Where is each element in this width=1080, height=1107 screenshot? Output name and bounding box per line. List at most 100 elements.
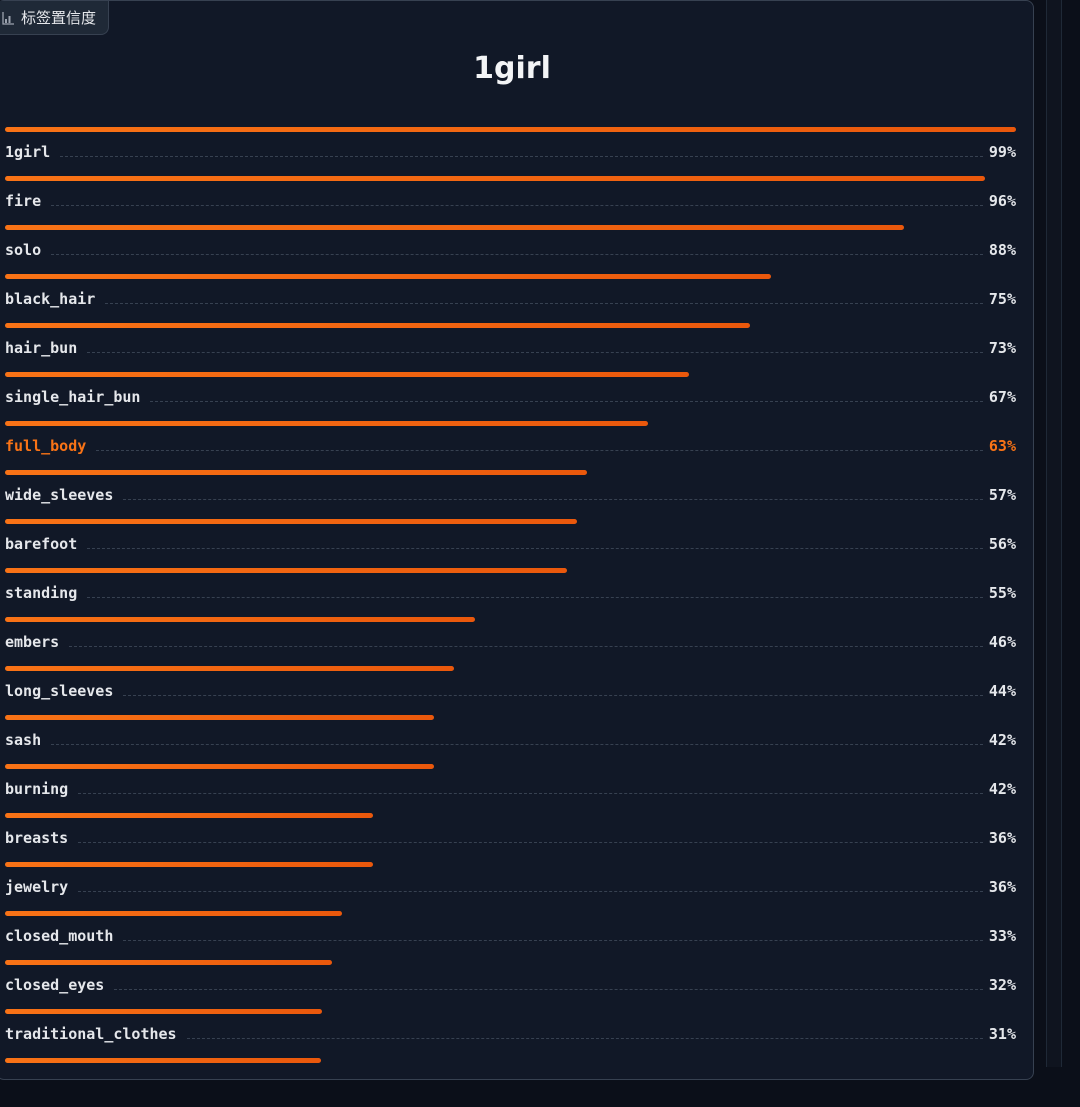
confidence-row[interactable]: long_sleeves 44% (5, 666, 1016, 715)
confidence-bar (5, 323, 750, 328)
confidence-bar (5, 1009, 322, 1014)
confidence-value: 99% (988, 143, 1016, 161)
leader-dots (123, 939, 983, 941)
confidence-value: 56% (988, 535, 1016, 553)
leader-dots (69, 645, 983, 647)
tag-label: solo (5, 241, 42, 259)
confidence-row-line: long_sleeves 44% (5, 680, 1016, 702)
tag-label: burning (5, 780, 69, 798)
confidence-value: 67% (988, 388, 1016, 406)
tag-label: traditional_clothes (5, 1025, 177, 1043)
confidence-row[interactable]: embers 46% (5, 617, 1016, 666)
confidence-row[interactable]: barefoot 56% (5, 519, 1016, 568)
tag-label: long_sleeves (5, 682, 114, 700)
confidence-row[interactable]: wide_sleeves 57% (5, 470, 1016, 519)
leader-dots (51, 743, 983, 745)
leader-dots (51, 204, 983, 206)
confidence-value: 36% (988, 878, 1016, 896)
confidence-row[interactable]: hair_bun 73% (5, 323, 1016, 372)
tag-label: full_body (5, 437, 87, 455)
confidence-value: 42% (988, 780, 1016, 798)
confidence-row[interactable]: single_hair_bun 67% (5, 372, 1016, 421)
confidence-row-line: solo 88% (5, 239, 1016, 261)
tag-label: fire (5, 192, 42, 210)
leader-dots (186, 1037, 983, 1039)
tag-label: sash (5, 731, 42, 749)
leader-dots (87, 351, 983, 353)
leader-dots (96, 449, 983, 451)
tag-label: single_hair_bun (5, 388, 141, 406)
confidence-row-line: standing 55% (5, 582, 1016, 604)
confidence-row[interactable]: jewelry 36% (5, 862, 1016, 911)
confidence-value: 57% (988, 486, 1016, 504)
confidence-bar (5, 470, 587, 475)
confidence-value: 73% (988, 339, 1016, 357)
confidence-bar (5, 911, 342, 916)
confidence-bar (5, 127, 1016, 132)
leader-dots (60, 155, 983, 157)
bar-chart-icon (2, 11, 14, 25)
confidence-value: 96% (988, 192, 1016, 210)
confidence-value: 88% (988, 241, 1016, 259)
confidence-bar (5, 813, 373, 818)
confidence-row[interactable]: full_body 63% (5, 421, 1016, 470)
confidence-row[interactable]: 1girl 99% (5, 127, 1016, 176)
confidence-row-line: closed_mouth 33% (5, 925, 1016, 947)
confidence-row-line: barefoot 56% (5, 533, 1016, 555)
label-confidence-panel: 标签置信度 1girl 1girl 99% fire 96% solo 88% black_… (0, 0, 1034, 1080)
tag-label: 1girl (5, 143, 51, 161)
confidence-row-line: traditional_clothes 31% (5, 1023, 1016, 1045)
confidence-row[interactable]: fire 96% (5, 176, 1016, 225)
confidence-bar (5, 715, 434, 720)
confidence-value: 55% (988, 584, 1016, 602)
confidence-row-line: jewelry 36% (5, 876, 1016, 898)
confidence-bar (5, 421, 648, 426)
confidence-row[interactable]: traditional_clothes 31% (5, 1009, 1016, 1058)
confidence-value: 32% (988, 976, 1016, 994)
confidence-bar (5, 960, 332, 965)
confidence-bar (5, 764, 434, 769)
tag-label: breasts (5, 829, 69, 847)
confidence-row[interactable]: standing 55% (5, 568, 1016, 617)
leader-dots (123, 694, 983, 696)
leader-dots (51, 253, 983, 255)
confidence-row-line: black_hair 75% (5, 288, 1016, 310)
leader-dots (87, 596, 983, 598)
panel-label-chip: 标签置信度 (0, 1, 110, 35)
confidence-row-line: wide_sleeves 57% (5, 484, 1016, 506)
confidence-row-line: hair_bun 73% (5, 337, 1016, 359)
confidence-row[interactable]: solo 88% (5, 225, 1016, 274)
confidence-row[interactable]: closed_eyes 32% (5, 960, 1016, 1009)
leader-dots (87, 547, 983, 549)
confidence-row[interactable]: burning 42% (5, 764, 1016, 813)
leader-dots (78, 792, 983, 794)
confidence-row-line: closed_eyes 32% (5, 974, 1016, 996)
confidence-bar (5, 617, 475, 622)
confidence-row-line: breasts 36% (5, 827, 1016, 849)
tag-label: closed_eyes (5, 976, 105, 994)
confidence-row-line: single_hair_bun 67% (5, 386, 1016, 408)
confidence-value: 46% (988, 633, 1016, 651)
confidence-list: 1girl 99% fire 96% solo 88% black_hair 75% hair_… (5, 127, 1016, 1107)
confidence-bar (5, 225, 904, 230)
confidence-bar (5, 176, 985, 181)
confidence-value: 31% (988, 1025, 1016, 1043)
tag-label: black_hair (5, 290, 96, 308)
confidence-value: 44% (988, 682, 1016, 700)
leader-dots (78, 841, 983, 843)
leader-dots (114, 988, 983, 990)
confidence-value: 63% (988, 437, 1016, 455)
scrollbar-track[interactable] (1046, 0, 1062, 1067)
confidence-row-line: embers 46% (5, 631, 1016, 653)
leader-dots (150, 400, 983, 402)
confidence-row[interactable]: sash 42% (5, 715, 1016, 764)
confidence-bar (5, 666, 454, 671)
tag-label: wide_sleeves (5, 486, 114, 504)
confidence-row[interactable]: breasts 36% (5, 813, 1016, 862)
leader-dots (105, 302, 983, 304)
confidence-bar (5, 568, 567, 573)
confidence-row[interactable]: black_hair 75% (5, 274, 1016, 323)
confidence-row-line: burning 42% (5, 778, 1016, 800)
confidence-row[interactable]: closed_mouth 33% (5, 911, 1016, 960)
confidence-row-line: fire 96% (5, 190, 1016, 212)
